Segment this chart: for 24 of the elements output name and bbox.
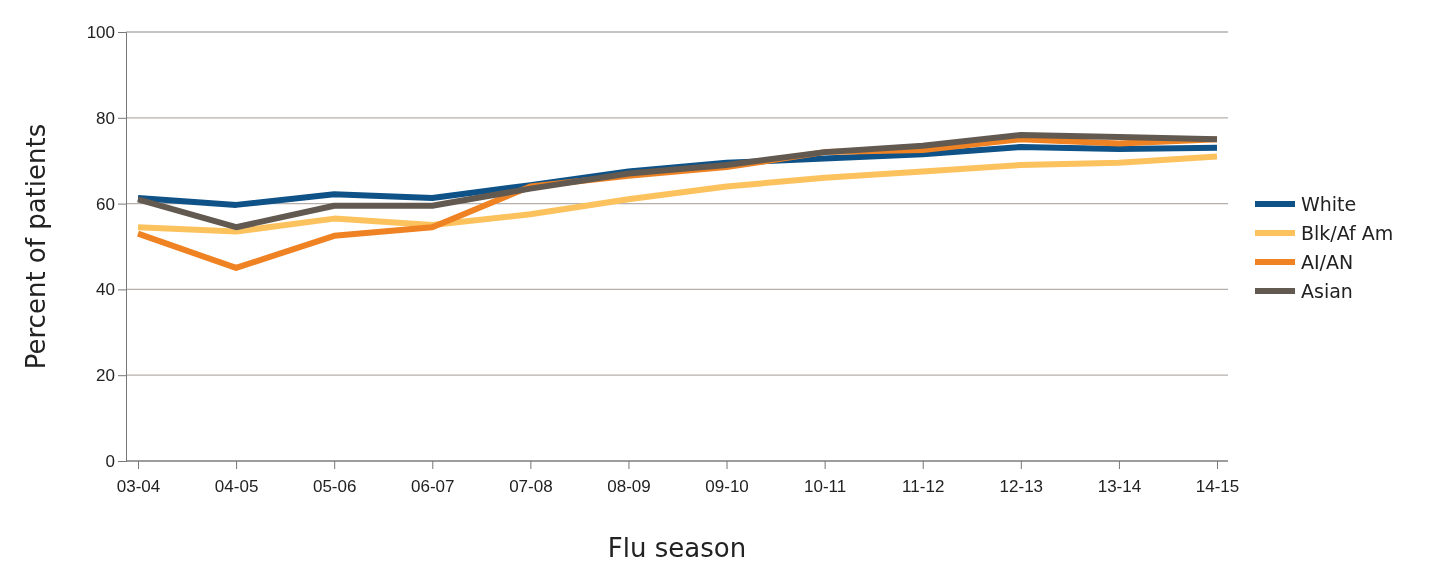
x-tick-label: 03-04 bbox=[116, 477, 161, 497]
legend-label: White bbox=[1301, 193, 1357, 215]
x-tick-label: 07-08 bbox=[509, 477, 553, 497]
x-tick-label: 13-14 bbox=[1097, 477, 1142, 497]
x-tick-label: 10-11 bbox=[804, 477, 847, 497]
legend-label: Asian bbox=[1301, 280, 1353, 302]
y-tick-label: 60 bbox=[96, 194, 115, 214]
x-axis-title: Flu season bbox=[607, 533, 747, 563]
x-tick-label: 06-07 bbox=[411, 477, 455, 497]
y-tick-label: 80 bbox=[96, 108, 115, 128]
x-tick-label: 12-13 bbox=[999, 477, 1044, 497]
x-tick-label: 05-06 bbox=[312, 477, 357, 497]
y-tick-label: 40 bbox=[96, 280, 115, 300]
x-tick-label: 11-12 bbox=[902, 477, 945, 497]
legend-label: Blk/Af Am bbox=[1301, 222, 1394, 244]
y-axis-title: Percent of patients bbox=[21, 123, 51, 370]
y-tick-label: 0 bbox=[105, 451, 115, 471]
y-tick-label: 100 bbox=[86, 22, 115, 42]
x-tick-label: 09-10 bbox=[705, 477, 749, 497]
x-tick-label: 14-15 bbox=[1195, 477, 1240, 497]
x-tick-label: 08-09 bbox=[607, 477, 651, 497]
y-tick-label: 20 bbox=[96, 366, 115, 386]
x-tick-label: 04-05 bbox=[214, 477, 259, 497]
legend-label: AI/AN bbox=[1301, 251, 1354, 273]
